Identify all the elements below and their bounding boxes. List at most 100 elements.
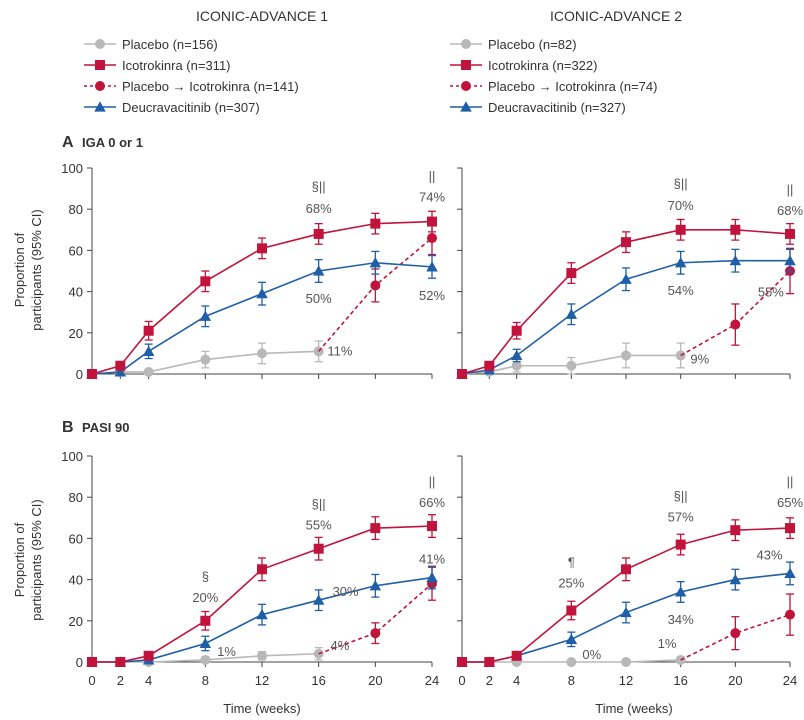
data-point-deucravacitinib: [369, 580, 382, 591]
data-point-icotrokinra: [785, 228, 795, 239]
x-tick-label: 20: [368, 673, 382, 688]
annotation-label: 57%: [668, 510, 694, 525]
series-line-icotrokinra: [91, 220, 433, 375]
data-point-icotrokinra: [730, 525, 741, 536]
annotation-label: 52%: [419, 288, 445, 303]
data-point-icotrokinra: [200, 615, 211, 626]
annotation-label: 0%: [582, 647, 601, 662]
y-axis-title-b-line-2: participants (95% CI): [29, 499, 44, 620]
annotation-label: 20%: [192, 590, 218, 605]
data-point-icotrokinra: [566, 268, 577, 279]
data-point-deucravacitinib: [312, 265, 325, 276]
legend-marker-square: [461, 60, 471, 70]
data-point-icotrokinra: [200, 276, 211, 287]
data-point-icotrokinra: [257, 564, 267, 575]
data-point-deucravacitinib: [256, 287, 268, 299]
data-point-deucravacitinib: [784, 567, 796, 579]
y-axis-title-b: Proportion of participants (95% CI): [12, 499, 44, 620]
data-point-deucravacitinib: [199, 310, 212, 321]
y-tick-label: 80: [69, 202, 83, 217]
annotation-label: 54%: [668, 283, 694, 298]
series-line-icotrokinra: [92, 525, 433, 663]
y-tick-label: 20: [69, 326, 83, 341]
plot-advance-2-iga: §|| 70% || 68% 54% 55% 9%: [456, 167, 803, 379]
annotation-label: 43%: [756, 547, 782, 562]
annotation-label: 55%: [758, 285, 784, 300]
annotation-label: 55%: [306, 518, 332, 533]
data-point-icotrokinra: [511, 650, 522, 661]
series-icotrokinra: [87, 514, 437, 667]
x-axis-title-left: Time (weeks): [223, 701, 301, 716]
annotation-label: 68%: [306, 201, 332, 216]
data-point-switch: [370, 628, 381, 639]
column-title-advance-2: ICONIC-ADVANCE 2: [550, 8, 682, 24]
legend-item: Placebo (n=156): [84, 37, 218, 52]
annotation-label: 41%: [419, 552, 445, 567]
data-point-icotrokinra: [730, 224, 741, 235]
annotation-label: §||: [312, 179, 326, 194]
series-switch: [680, 593, 795, 661]
series-icotrokinra: [457, 517, 795, 667]
annotation-label: 11%: [327, 343, 352, 358]
annotation-label: ||: [429, 169, 436, 184]
annotation-label: §||: [674, 176, 688, 191]
panel-letter-a: A: [62, 134, 74, 151]
x-tick-label: 8: [568, 673, 575, 688]
annotation-label: §||: [674, 489, 688, 504]
annotation-label: 66%: [419, 495, 445, 510]
data-point-icotrokinra: [370, 523, 381, 534]
data-point-icotrokinra: [115, 360, 126, 371]
y-tick-label: 40: [69, 285, 83, 300]
x-tick-label: 4: [145, 673, 152, 688]
data-point-switch: [785, 609, 795, 620]
data-point-deucravacitinib: [674, 586, 687, 597]
x-tick-label: 20: [728, 673, 742, 688]
legend-item: Deucravacitinib (n=307): [84, 100, 260, 115]
legend-marker-circle: [95, 81, 105, 91]
data-point-icotrokinra: [675, 224, 686, 235]
y-axis-title-b-line-1: Proportion of: [12, 522, 27, 597]
data-point-deucravacitinib: [426, 261, 438, 272]
panel-title-b: PASI 90: [82, 420, 129, 435]
annotation-label: 65%: [777, 495, 803, 510]
data-point-icotrokinra: [87, 657, 97, 667]
annotation-label: 50%: [306, 291, 332, 306]
data-point-icotrokinra: [313, 543, 324, 554]
legend-label: Deucravacitinib (n=307): [122, 100, 260, 115]
data-point-deucravacitinib: [426, 571, 438, 583]
data-point-icotrokinra: [566, 605, 577, 616]
x-tick-label: 12: [255, 673, 269, 688]
y-tick-label: 60: [69, 531, 83, 546]
y-tick-label: 40: [69, 573, 83, 588]
legend-label: Placebo (n=156): [122, 37, 218, 52]
annotation-label: ||: [429, 474, 436, 489]
legend-item: Icotrokinra (n=311): [84, 58, 231, 73]
annotation-label: 1%: [658, 636, 677, 651]
annotation-label: 4%: [331, 638, 350, 653]
legend-item: Placebo → Icotrokinra (n=141): [84, 79, 299, 94]
legend-marker-circle: [95, 39, 105, 49]
data-point-icotrokinra: [675, 539, 686, 550]
legend-advance-2: Placebo (n=82) Icotrokinra (n=322) Placebo…: [450, 37, 657, 115]
panel-title-a: IGA 0 or 1: [82, 135, 143, 150]
x-tick-label: 16: [311, 673, 325, 688]
data-point-placebo: [257, 650, 267, 661]
annotation-label: §||: [312, 497, 326, 512]
data-point-placebo: [621, 350, 631, 361]
legend-item: Placebo (n=82): [450, 37, 577, 52]
plot-advance-1-iga: 0 20 40 60 80 100 §|| 68% || 74% 50% 52% 11%: [61, 161, 445, 382]
x-tick-label: 24: [783, 673, 797, 688]
y-axis-title-a: Proportion of participants (95% CI): [12, 209, 44, 330]
data-point-icotrokinra: [511, 325, 522, 336]
data-point-deucravacitinib: [620, 606, 632, 618]
data-point-icotrokinra: [427, 216, 437, 227]
annotation-label: 25%: [558, 576, 584, 591]
data-point-icotrokinra: [87, 369, 97, 379]
y-axis-title-a-line-2: participants (95% CI): [29, 209, 44, 330]
annotation-label: 30%: [333, 584, 359, 599]
data-point-icotrokinra: [313, 228, 324, 239]
legend-advance-1: Placebo (n=156) Icotrokinra (n=311) Placeb…: [84, 37, 299, 115]
data-point-deucravacitinib: [729, 573, 742, 585]
data-point-placebo: [257, 348, 267, 359]
